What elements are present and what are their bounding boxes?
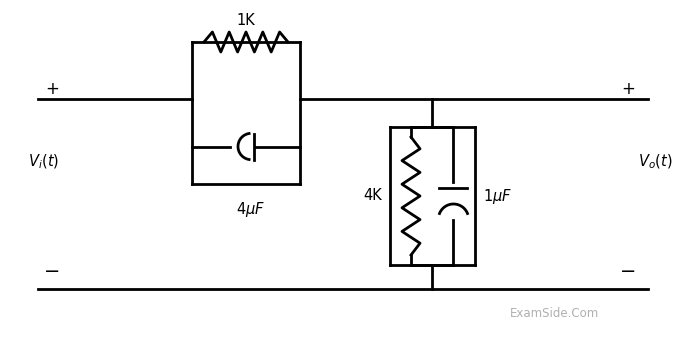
Text: −: − bbox=[44, 262, 60, 280]
Text: −: − bbox=[620, 262, 636, 280]
Text: ExamSide.Com: ExamSide.Com bbox=[510, 307, 599, 320]
Text: +: + bbox=[45, 80, 59, 98]
Text: +: + bbox=[621, 80, 635, 98]
Text: $V_i(t)$: $V_i(t)$ bbox=[28, 153, 59, 171]
Text: 4K: 4K bbox=[363, 188, 382, 204]
Text: $4\mu F$: $4\mu F$ bbox=[236, 200, 266, 219]
Text: $1\mu F$: $1\mu F$ bbox=[483, 186, 512, 206]
Text: $V_o(t)$: $V_o(t)$ bbox=[638, 153, 673, 171]
Text: 1K: 1K bbox=[236, 13, 256, 28]
